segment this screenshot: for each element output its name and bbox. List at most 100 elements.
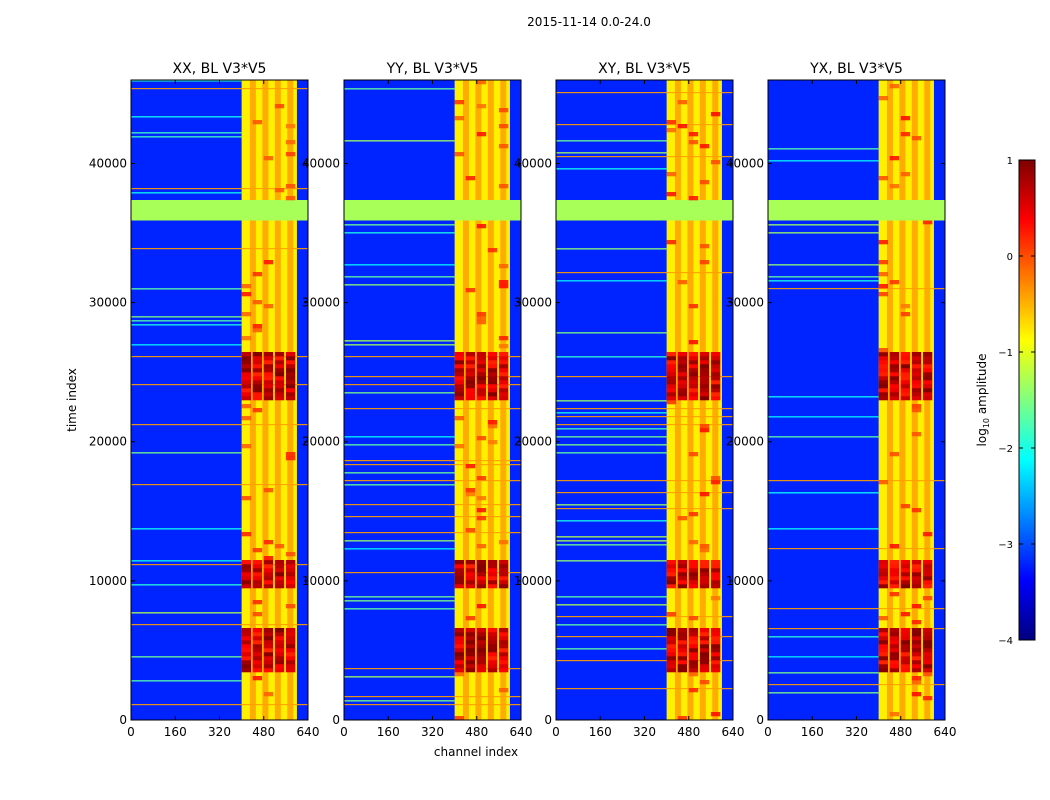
y-tick-label: 30000 bbox=[726, 296, 764, 310]
heatmap-flag-row bbox=[131, 204, 308, 209]
heatmap-flag-row bbox=[131, 208, 308, 213]
heatmap-cell bbox=[688, 540, 699, 545]
heatmap-cell bbox=[889, 568, 900, 573]
heatmap-cell bbox=[688, 664, 699, 669]
heatmap-row bbox=[131, 80, 242, 82]
heatmap-cell bbox=[878, 348, 889, 353]
heatmap-row bbox=[556, 624, 667, 626]
heatmap-row bbox=[556, 492, 733, 494]
heatmap-cell bbox=[263, 580, 274, 585]
heatmap-cell bbox=[911, 396, 922, 401]
heatmap-cell bbox=[285, 184, 296, 189]
heatmap-cell bbox=[252, 548, 263, 553]
heatmap-cell bbox=[889, 376, 900, 381]
heatmap-cell bbox=[889, 184, 900, 189]
heatmap-cell bbox=[911, 508, 922, 513]
heatmap-cell bbox=[889, 644, 900, 649]
heatmap-cell bbox=[498, 540, 509, 545]
heatmap-cell bbox=[878, 260, 889, 265]
heatmap-cell bbox=[241, 632, 252, 637]
heatmap-row bbox=[131, 88, 308, 90]
heatmap-cell bbox=[476, 372, 487, 377]
heatmap-cell bbox=[252, 388, 263, 393]
heatmap-cell bbox=[465, 576, 476, 581]
heatmap-cell bbox=[263, 632, 274, 637]
heatmap-cell bbox=[241, 572, 252, 577]
heatmap-cell bbox=[498, 368, 509, 373]
heatmap-cell bbox=[699, 372, 710, 377]
heatmap-cell bbox=[688, 340, 699, 345]
heatmap-cell bbox=[454, 584, 465, 589]
heatmap-cell bbox=[476, 568, 487, 573]
y-tick-label: 10000 bbox=[726, 574, 764, 588]
heatmap-cell bbox=[465, 584, 476, 589]
heatmap-row bbox=[556, 436, 667, 438]
heatmap-cell bbox=[252, 364, 263, 369]
heatmap-cell bbox=[911, 560, 922, 565]
heatmap-cell bbox=[454, 640, 465, 645]
heatmap-cell bbox=[710, 648, 721, 653]
heatmap-cell bbox=[710, 584, 721, 589]
heatmap-cell bbox=[487, 388, 498, 393]
heatmap-cell bbox=[285, 360, 296, 365]
heatmap-row bbox=[768, 264, 879, 266]
heatmap-cell bbox=[889, 584, 900, 589]
heatmap-cell bbox=[285, 152, 296, 157]
heatmap-cell bbox=[710, 644, 721, 649]
heatmap-cell bbox=[241, 380, 252, 385]
heatmap-cell bbox=[498, 388, 509, 393]
heatmap-cell bbox=[688, 568, 699, 573]
heatmap-cell bbox=[487, 420, 498, 425]
heatmap-row bbox=[344, 344, 455, 346]
heatmap-row bbox=[344, 340, 455, 342]
colorbar: 10−1−2−3−4 log10 amplitude bbox=[975, 156, 1036, 647]
heatmap-row bbox=[556, 520, 667, 522]
heatmap-cell bbox=[666, 372, 677, 377]
heatmap-cell bbox=[699, 180, 710, 185]
y-tick-label: 0 bbox=[332, 713, 340, 727]
heatmap-cell bbox=[252, 612, 263, 617]
heatmap-cell bbox=[465, 288, 476, 293]
heatmap-cell bbox=[476, 564, 487, 569]
heatmap-cell bbox=[688, 648, 699, 653]
heatmap-cell bbox=[688, 452, 699, 457]
heatmap-cell bbox=[889, 636, 900, 641]
heatmap-cell bbox=[274, 664, 285, 669]
heatmap-cell bbox=[699, 380, 710, 385]
heatmap-cell bbox=[911, 368, 922, 373]
heatmap-cell bbox=[688, 368, 699, 373]
heatmap-cell bbox=[487, 424, 498, 429]
heatmap-cell bbox=[252, 568, 263, 573]
heatmap-cell bbox=[476, 384, 487, 389]
heatmap-xy bbox=[556, 80, 733, 721]
heatmap-cell bbox=[911, 604, 922, 609]
heatmap-row bbox=[344, 484, 455, 486]
heatmap-cell bbox=[666, 584, 677, 589]
heatmap-cell bbox=[241, 404, 252, 409]
heatmap-cell bbox=[710, 564, 721, 569]
heatmap-cell bbox=[688, 392, 699, 397]
heatmap-cell bbox=[677, 280, 688, 285]
heatmap-cell bbox=[487, 560, 498, 565]
heatmap-row bbox=[344, 392, 455, 394]
heatmap-cell bbox=[454, 652, 465, 657]
heatmap-cell bbox=[487, 652, 498, 657]
x-tick-label: 0 bbox=[340, 725, 348, 739]
heatmap-row bbox=[131, 680, 242, 682]
heatmap-cell bbox=[465, 572, 476, 577]
heatmap-cell bbox=[889, 360, 900, 365]
heatmap-cell bbox=[699, 572, 710, 577]
heatmap-cell bbox=[889, 364, 900, 369]
heatmap-cell bbox=[911, 636, 922, 641]
heatmap-cell bbox=[274, 640, 285, 645]
y-tick-label: 0 bbox=[119, 713, 127, 727]
heatmap-row bbox=[556, 280, 667, 282]
heatmap-cell bbox=[487, 440, 498, 445]
heatmap-cell bbox=[476, 476, 487, 481]
heatmap-cell bbox=[900, 632, 911, 637]
heatmap-cell bbox=[498, 364, 509, 369]
heatmap-cell bbox=[476, 652, 487, 657]
heatmap-cell bbox=[911, 364, 922, 369]
heatmap-cell bbox=[699, 428, 710, 433]
